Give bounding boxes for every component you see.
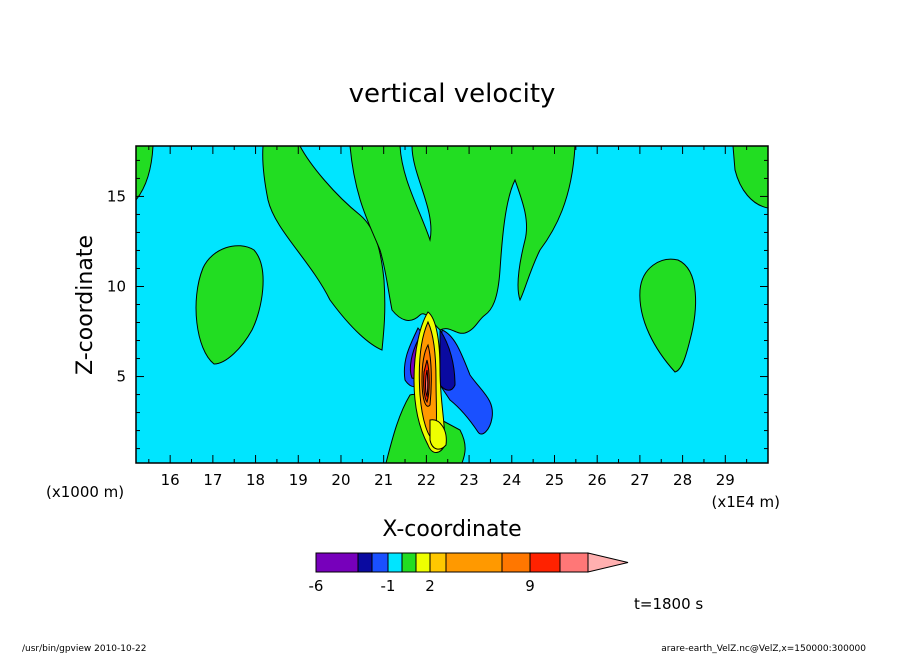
x-tick-label: 25 [545,471,564,489]
contour-green-left-oval [195,245,264,365]
colorbar-bin [357,552,373,573]
x-tick-label: 17 [203,471,222,489]
colorbar-bin [415,552,431,573]
x-tick-label: 22 [417,471,436,489]
colorbar: -6 -1 2 9 [309,552,629,595]
y-axis-title: Z-coordinate [73,235,98,375]
x-tick-label: 28 [673,471,692,489]
colorbar-bin [371,552,389,573]
x-tick-label: 16 [161,471,180,489]
y-tick-label: 10 [107,277,126,295]
footer-left: /usr/bin/gpview 2010-10-22 [22,644,146,654]
x-tick-label: 23 [460,471,479,489]
colorbar-bin [429,552,447,573]
colorbar-bin [387,552,403,573]
time-label: t=1800 s [634,595,703,613]
x-tick-label: 27 [630,471,649,489]
axis-ticks [136,146,769,463]
contour-yellow-lower [429,419,447,450]
colorbar-bin [401,552,417,573]
colorbar-bin [315,552,359,573]
y-axis-unit: (x1000 m) [46,483,124,501]
colorbar-arrow [587,552,629,573]
y-tick-label: 5 [116,368,126,386]
x-tick-label: 19 [289,471,308,489]
colorbar-bin [501,552,531,573]
contour-fields [136,146,768,463]
footer-right: arare-earth_VelZ.nc@VelZ,x=150000:300000 [661,644,866,654]
chart-title: vertical velocity [349,79,556,109]
x-tick-label: 29 [716,471,735,489]
x-axis-unit: (x1E4 m) [711,493,780,511]
colorbar-label: -1 [381,577,396,595]
colorbar-bin [529,552,561,573]
contour-green-plume [262,146,386,351]
contour-blue-tail [439,329,493,435]
x-tick-label: 18 [246,471,265,489]
axis-tick-labels: 16 17 18 19 20 21 22 23 24 25 26 27 28 29 5 10 15 [107,187,735,489]
x-tick-label: 21 [374,471,393,489]
x-axis-title: X-coordinate [382,517,521,542]
contour-pink-core [425,369,429,398]
x-tick-label: 20 [331,471,350,489]
colorbar-bin [445,552,503,573]
x-tick-label: 24 [502,471,521,489]
colorbar-label: 9 [525,577,535,595]
colorbar-label: 2 [425,577,435,595]
colorbar-label: -6 [309,577,324,595]
contour-navy-right [439,328,456,391]
colorbar-bin [559,552,589,573]
x-tick-label: 26 [588,471,607,489]
contour-green-right-oval [639,258,697,373]
y-tick-label: 15 [107,187,126,205]
